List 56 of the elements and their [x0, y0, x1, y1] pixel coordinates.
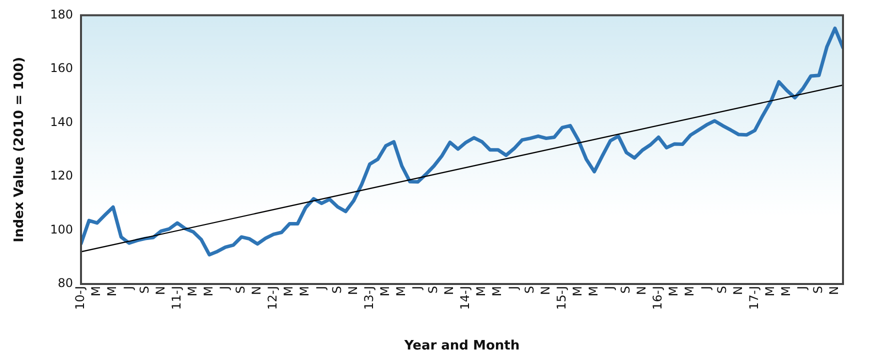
x-tick-label: 15-J [554, 286, 568, 310]
x-tick-label: M [185, 286, 200, 296]
x-tick-label: 12-J [266, 286, 280, 310]
x-tick-label: M [682, 286, 697, 296]
x-tick-label: S [714, 286, 729, 294]
x-tick-label: S [618, 286, 633, 294]
x-tick-label: 11-J [169, 286, 184, 310]
x-tick-label: N [730, 286, 745, 295]
x-tick-label: S [426, 286, 440, 294]
x-tick-label: S [811, 286, 826, 294]
x-tick-label: N [538, 286, 552, 295]
x-tick-label: S [522, 286, 536, 294]
y-tick-label: 100 [50, 222, 73, 236]
x-tick-label: M [394, 286, 408, 296]
x-tick-label: M [490, 286, 504, 296]
x-tick-label: 17-J [746, 286, 761, 310]
x-tick-label: J [218, 286, 232, 291]
x-tick-label: M [378, 286, 392, 296]
x-tick-label: M [778, 286, 793, 296]
x-tick-label: 10-J [73, 286, 88, 310]
x-tick-label: N [153, 286, 168, 295]
x-tick-label: M [762, 286, 777, 296]
x-tick-label: M [105, 286, 120, 296]
x-tick-label: J [602, 286, 617, 291]
x-tick-label: N [827, 286, 842, 295]
x-tick-label: N [442, 286, 456, 295]
x-axis-title: Year and Month [403, 338, 520, 354]
x-tick-label: 14-J [458, 286, 472, 310]
x-tick-label: M [298, 286, 312, 296]
x-tick-label: J [506, 286, 520, 291]
y-tick-label: 140 [50, 114, 73, 129]
x-tick-label: J [121, 286, 136, 291]
y-tick-label: 120 [50, 168, 73, 183]
x-tick-label: J [410, 286, 424, 291]
x-tick-label: 16-J [650, 286, 665, 310]
x-tick-label: S [137, 286, 152, 294]
y-tick-label: 80 [58, 276, 73, 290]
y-tick-label: 180 [50, 7, 73, 22]
y-tick-label: 160 [50, 61, 73, 76]
x-tick-label: J [314, 286, 328, 291]
x-tick-label: M [570, 286, 584, 296]
x-tick-label: M [201, 286, 216, 296]
x-tick-label: N [634, 286, 649, 295]
x-tick-label: S [234, 286, 248, 294]
x-tick-label: N [346, 286, 360, 295]
x-tick-label: S [330, 286, 344, 294]
x-tick-label: J [698, 286, 713, 291]
x-tick-label: N [250, 286, 264, 295]
x-tick-label: M [282, 286, 296, 296]
x-tick-label: M [586, 286, 600, 296]
x-tick-label: 13-J [362, 286, 376, 310]
x-tick-label: J [795, 286, 810, 291]
x-tick-label: M [89, 286, 104, 296]
x-tick-label: M [666, 286, 681, 296]
x-tick-label: M [474, 286, 488, 296]
y-axis-title: Index Value (2010 = 100) [12, 56, 28, 242]
